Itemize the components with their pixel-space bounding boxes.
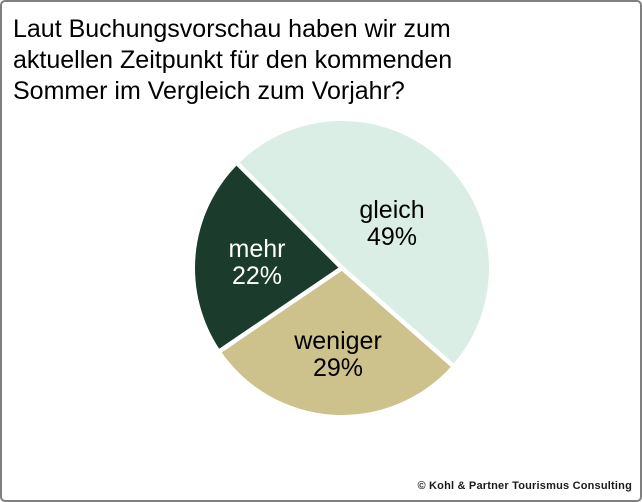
slice-separator	[340, 266, 455, 368]
copyright-note: © Kohl & Partner Tourismus Consulting	[417, 480, 632, 492]
pie-slice-mehr	[195, 164, 342, 351]
slice-separator	[235, 161, 344, 270]
slice-separator	[217, 266, 344, 354]
pie-label-gleich: gleich 49%	[359, 196, 424, 251]
page-title: Laut Buchungsvorschau haben wir zum aktu…	[13, 15, 453, 105]
pie-slice-gleich	[238, 121, 489, 366]
pie-slice-weniger	[220, 268, 453, 415]
pie-label-weniger: weniger 29%	[293, 327, 382, 382]
pie-label-mehr: mehr 22%	[229, 235, 286, 290]
